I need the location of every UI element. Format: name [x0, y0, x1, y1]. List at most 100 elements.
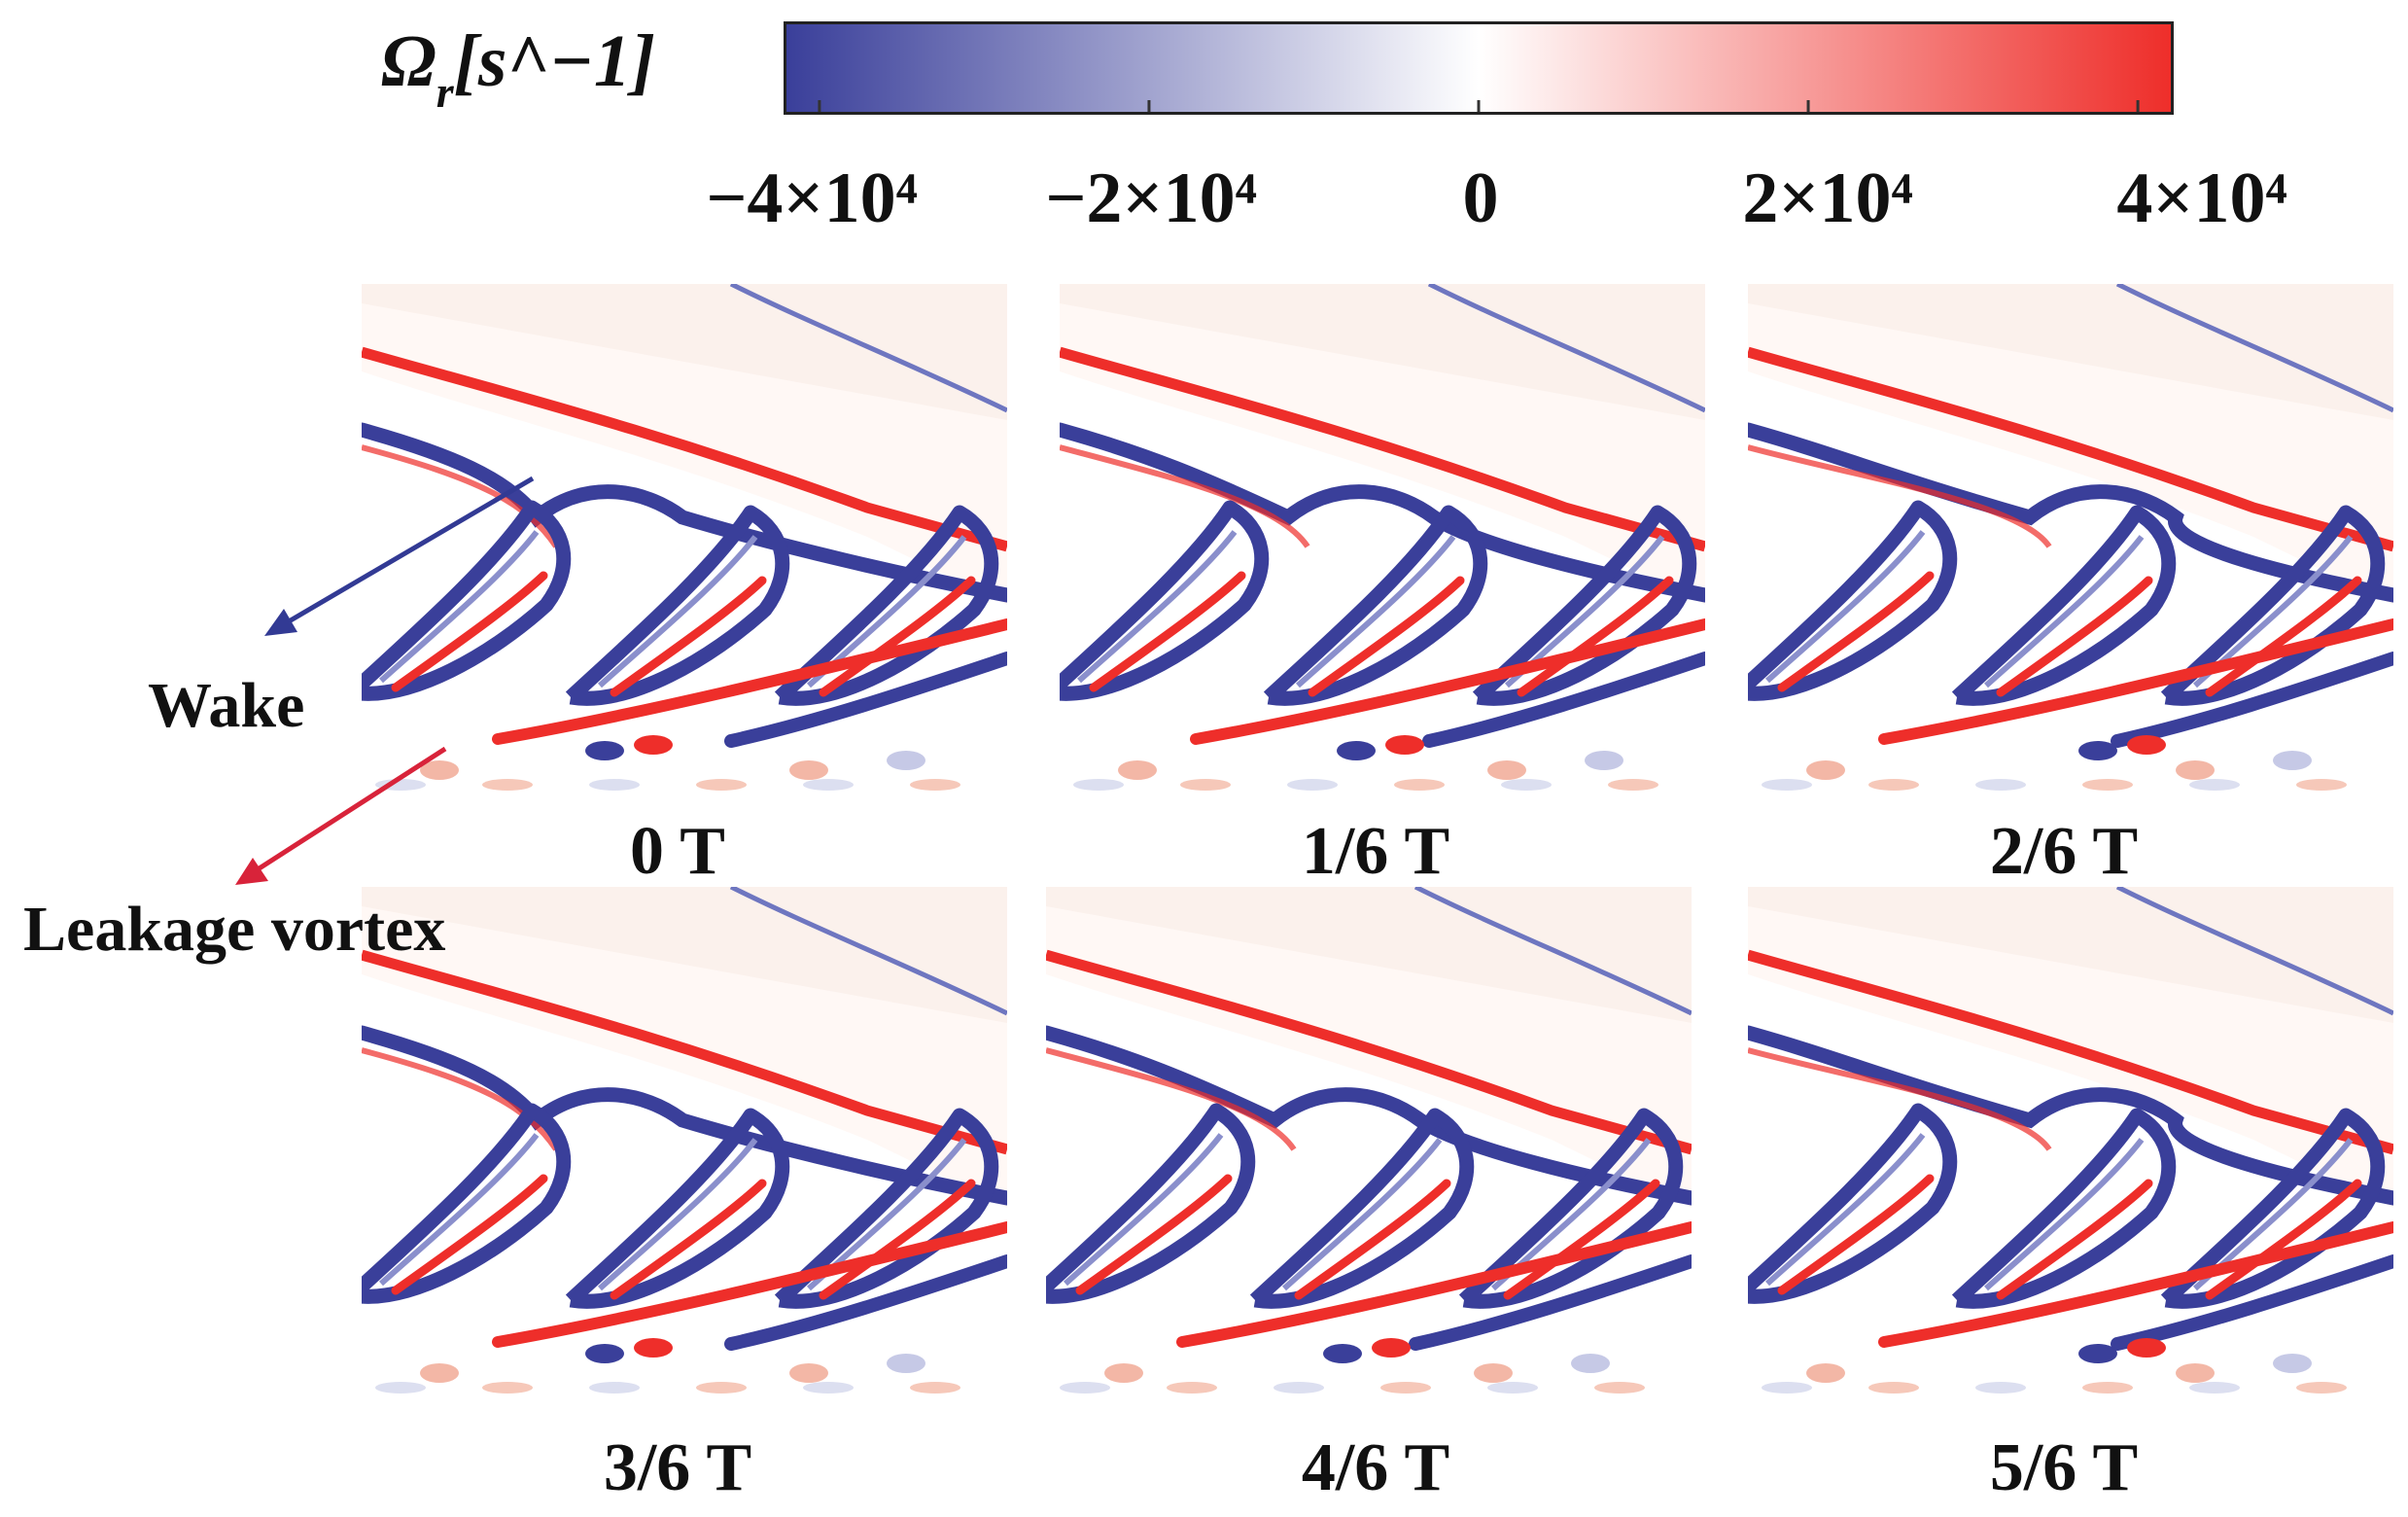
blade-outline — [1263, 505, 1488, 706]
panel-title: 1/6 T — [1301, 814, 1450, 889]
lower-band-positive — [1176, 1221, 1692, 1348]
wake-edge-positive — [1748, 1047, 2052, 1151]
blade-inner-positive — [1294, 1179, 1451, 1300]
colorbar-fill — [786, 24, 2171, 112]
blade-inner-negative — [1077, 530, 1238, 684]
colorbar-tick-label: 2×10⁴ — [1742, 159, 1913, 238]
wake-speckle — [2189, 779, 2240, 791]
blade-outline — [2160, 505, 2386, 706]
blade-inner-positive — [1089, 571, 1246, 692]
vortex-blob — [420, 760, 459, 780]
leakage-vortex-label: Leakage vortex — [23, 894, 446, 965]
panel-title: 5/6 T — [1989, 1430, 2139, 1505]
blade-inner-negative — [1765, 1133, 1926, 1287]
blade-outline — [1748, 1103, 1958, 1304]
blade-inner-positive — [1996, 576, 2153, 697]
wake-band — [1748, 1025, 2393, 1206]
vorticity-panel-2of6T — [1748, 284, 2393, 797]
lower-band-positive — [1190, 618, 1705, 745]
wake-edge-positive — [362, 444, 559, 548]
vortex-blob — [1104, 1363, 1143, 1383]
wake-edge-positive — [1748, 444, 2052, 548]
wake-band — [1060, 422, 1705, 603]
blade-outline — [1046, 1103, 1256, 1304]
blade-inner-positive — [819, 576, 976, 697]
vortex-blob — [1474, 1363, 1513, 1383]
colorbar-subscript: r — [436, 67, 454, 117]
shear-line-negative — [2115, 284, 2393, 413]
colorbar-gradient — [786, 24, 2171, 112]
lower-band-positive — [1878, 1221, 2393, 1348]
wake-speckle — [589, 1382, 640, 1394]
blade-inner-negative — [598, 535, 758, 688]
blade-outline — [1472, 505, 1697, 706]
blade-outline — [565, 505, 790, 706]
wake-speckle — [1073, 779, 1124, 791]
vortex-blob — [1323, 1344, 1362, 1363]
blade-inner-positive — [819, 1179, 976, 1300]
blade-inner-positive — [1517, 576, 1674, 697]
vorticity-panel-4of6T — [1046, 887, 1692, 1400]
lower-band-negative — [724, 652, 1007, 748]
lower-band-negative — [1422, 652, 1705, 748]
vortex-blob — [2176, 1363, 2215, 1383]
wake-speckle — [803, 1382, 854, 1394]
blade-inner-positive — [610, 576, 767, 697]
wake-band — [362, 422, 1007, 603]
shear-line-negative — [729, 887, 1007, 1016]
wake-speckle — [1394, 779, 1445, 791]
blade-inner-negative — [379, 530, 540, 684]
vortex-blob — [2273, 1354, 2312, 1373]
blade-outline — [2160, 1108, 2386, 1309]
wake-speckle — [1594, 1382, 1645, 1394]
panel-title: 2/6 T — [1989, 814, 2139, 889]
wake-arrow — [282, 476, 535, 627]
wake-speckle — [696, 779, 747, 791]
vortex-blob — [585, 1344, 624, 1363]
vortex-blob — [634, 1338, 673, 1358]
blade-outline — [565, 1108, 790, 1309]
colorbar-tick-label: 0 — [1462, 159, 1499, 238]
shear-line-positive — [1046, 949, 1692, 1155]
blade-inner-negative — [1064, 1133, 1224, 1287]
blade-inner-negative — [1984, 1138, 2145, 1291]
vorticity-panel-5of6T — [1748, 887, 2393, 1400]
blade-inner-positive — [1075, 1174, 1233, 1295]
wake-speckle — [803, 779, 854, 791]
blade-inner-negative — [598, 1138, 758, 1291]
vortex-blob — [2078, 1344, 2117, 1363]
blade-outline — [1748, 500, 1958, 701]
colorbar-tick-label: 4×10⁴ — [2116, 159, 2287, 238]
colorbar-tick-label: −4×10⁴ — [706, 159, 918, 238]
shear-line-positive — [1748, 346, 2393, 552]
panel-title: 4/6 T — [1301, 1430, 1450, 1505]
wake-speckle — [375, 1382, 426, 1394]
leakage-vortex-arrowhead — [235, 858, 268, 885]
lower-band-positive — [492, 618, 1007, 745]
blade-outline — [774, 505, 999, 706]
wake-speckle — [2296, 779, 2347, 791]
blade-inner-negative — [1765, 530, 1926, 684]
wake-speckle — [1060, 1382, 1110, 1394]
blade-inner-negative — [1282, 1138, 1443, 1291]
vortex-blob — [1487, 760, 1526, 780]
vortex-blob — [1585, 751, 1623, 770]
wake-speckle — [1167, 1382, 1217, 1394]
blade-outline — [362, 500, 572, 701]
wake-speckle — [2082, 779, 2133, 791]
wake-band — [1748, 422, 2393, 603]
blade-inner-positive — [1777, 1174, 1935, 1295]
vortex-blob — [634, 735, 673, 755]
lower-band-positive — [1878, 618, 2393, 745]
wake-speckle — [1975, 1382, 2026, 1394]
lower-band-negative — [2111, 652, 2393, 748]
wake-speckle — [910, 1382, 960, 1394]
wake-speckle — [910, 779, 960, 791]
shear-line-negative — [1427, 284, 1705, 413]
blade-outline — [1951, 1108, 2177, 1309]
blade-outline — [362, 1103, 572, 1304]
wake-speckle — [696, 1382, 747, 1394]
wake-speckle — [1287, 779, 1338, 791]
leakage-vortex-arrow — [253, 746, 447, 874]
